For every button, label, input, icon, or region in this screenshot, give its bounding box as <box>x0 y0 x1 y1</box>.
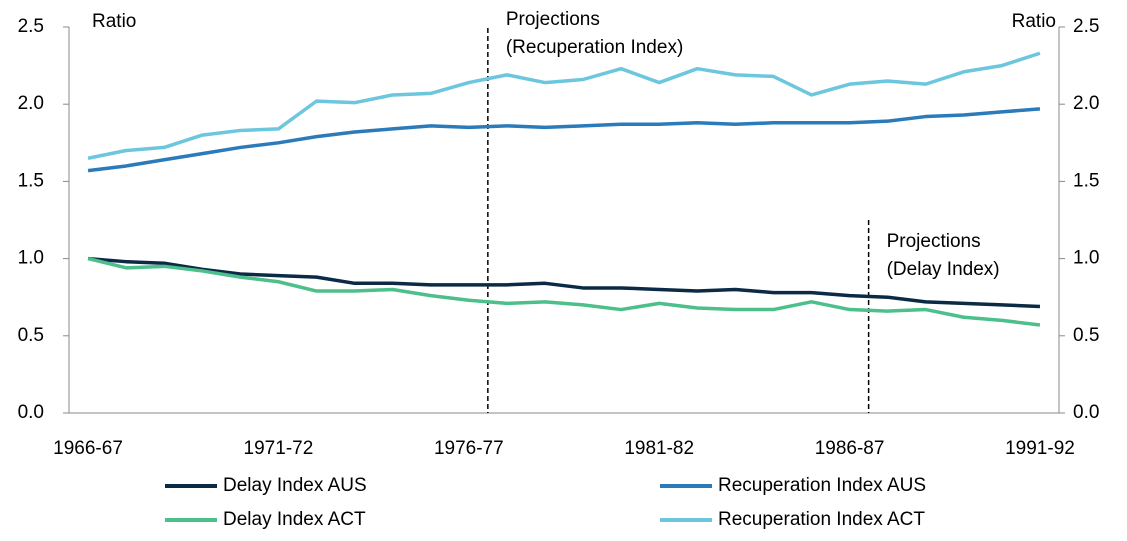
x-tick-label: 1966-67 <box>53 438 123 459</box>
y2-tick-label: 0.0 <box>1073 402 1099 423</box>
y2-tick-label: 1.5 <box>1073 170 1099 191</box>
annotation: (Recuperation Index) <box>506 37 683 58</box>
x-tick-label: 1986-87 <box>815 438 885 459</box>
x-tick-label: 1981-82 <box>624 438 694 459</box>
annotation: Projections <box>506 9 600 30</box>
legend-label: Recuperation Index AUS <box>718 475 926 496</box>
y-tick-label: 1.0 <box>18 248 44 269</box>
x-tick-label: 1971-72 <box>244 438 314 459</box>
y-tick-label: 0.5 <box>18 325 44 346</box>
y-tick-label: 2.0 <box>18 93 44 114</box>
annotation: (Delay Index) <box>887 259 1000 280</box>
y-tick-label: 2.5 <box>18 16 44 37</box>
legend-label: Delay Index AUS <box>223 475 367 496</box>
x-tick-label: 1991-92 <box>1005 438 1075 459</box>
series-line <box>87 107 1041 173</box>
y-tick-label: 0.0 <box>18 402 44 423</box>
y-axis-label: Ratio <box>92 11 136 32</box>
y2-axis-label: Ratio <box>1012 11 1056 32</box>
y2-tick-label: 2.5 <box>1073 16 1099 37</box>
annotation: Projections <box>887 231 981 252</box>
y-tick-label: 1.5 <box>18 170 44 191</box>
series-line <box>87 256 1041 309</box>
legend-label: Delay Index ACT <box>223 509 366 530</box>
series-line <box>87 51 1041 160</box>
legend-label: Recuperation Index ACT <box>718 509 925 530</box>
y2-tick-label: 0.5 <box>1073 325 1099 346</box>
y2-tick-label: 1.0 <box>1073 248 1099 269</box>
x-tick-label: 1976-77 <box>434 438 504 459</box>
y2-tick-label: 2.0 <box>1073 93 1099 114</box>
series-line <box>87 256 1041 327</box>
